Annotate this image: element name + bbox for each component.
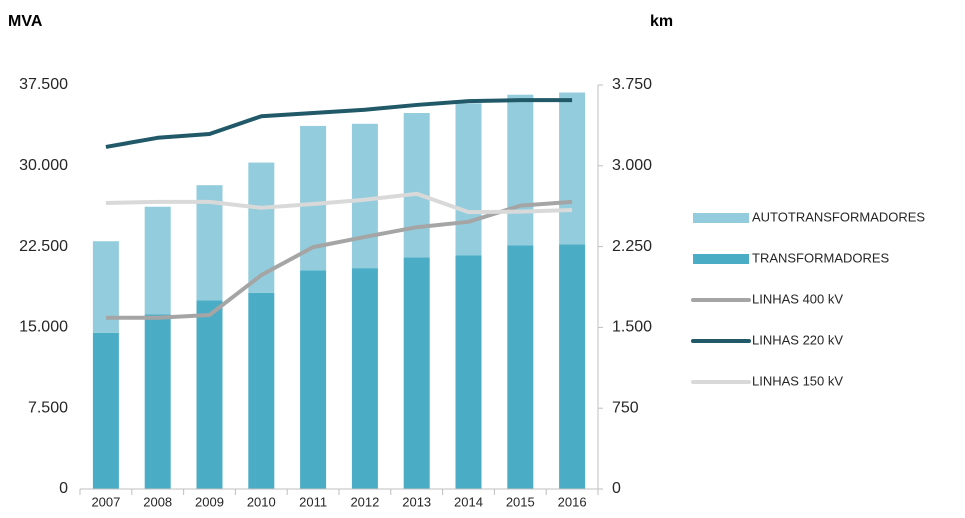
legend-label: LINHAS 400 kV <box>752 291 843 306</box>
y-tick-label: 30.000 <box>19 157 68 174</box>
y-tick-label: 15.000 <box>19 319 68 336</box>
x-tick-label: 2009 <box>195 494 224 509</box>
x-tick-label: 2012 <box>350 494 379 509</box>
y-tick-label: 22.500 <box>19 238 68 255</box>
y2-tick-label: 0 <box>612 480 621 497</box>
line <box>105 191 573 215</box>
legend-swatch <box>693 213 749 223</box>
bar <box>300 270 327 489</box>
y-tick-label: 37.500 <box>19 76 68 93</box>
legend-label: LINHAS 220 kV <box>752 332 843 347</box>
bar <box>507 245 534 489</box>
bar <box>559 244 586 489</box>
x-tick-label: 2011 <box>299 494 327 509</box>
x-tick-label: 2010 <box>247 494 276 509</box>
y2-tick-label: 3.750 <box>612 76 652 93</box>
y-tick-label: 0 <box>59 480 68 497</box>
y2-tick-label: 1.500 <box>612 319 652 336</box>
x-tick-label: 2016 <box>558 494 587 509</box>
x-tick-label: 2013 <box>402 494 431 509</box>
y-tick-label: 7.500 <box>28 399 68 416</box>
x-tick-label: 2014 <box>454 494 483 509</box>
legend-label: LINHAS 150 kV <box>752 373 843 388</box>
bar <box>144 206 171 315</box>
legend-label: TRANSFORMADORES <box>752 250 890 265</box>
bar <box>559 92 586 245</box>
bar <box>507 94 534 246</box>
legend-swatch <box>693 254 749 264</box>
x-tick-label: 2008 <box>143 494 172 509</box>
y2-tick-label: 750 <box>612 399 639 416</box>
x-tick-label: 2015 <box>506 494 535 509</box>
bar <box>403 257 430 489</box>
bar <box>196 300 223 489</box>
bar <box>455 103 482 256</box>
y-axis-label: MVA <box>8 13 43 30</box>
bar <box>144 314 171 489</box>
y2-tick-label: 3.000 <box>612 157 652 174</box>
x-tick-label: 2007 <box>91 494 120 509</box>
y2-axis-label: km <box>650 13 673 30</box>
line <box>105 98 573 149</box>
y2-tick-label: 2.250 <box>612 238 652 255</box>
bar <box>92 332 119 489</box>
bar <box>455 255 482 489</box>
bar <box>351 268 378 489</box>
bar <box>351 123 378 269</box>
line <box>105 199 573 320</box>
bar <box>248 292 275 489</box>
bar <box>403 113 430 258</box>
legend-label: AUTOTRANSFORMADORES <box>752 209 925 224</box>
